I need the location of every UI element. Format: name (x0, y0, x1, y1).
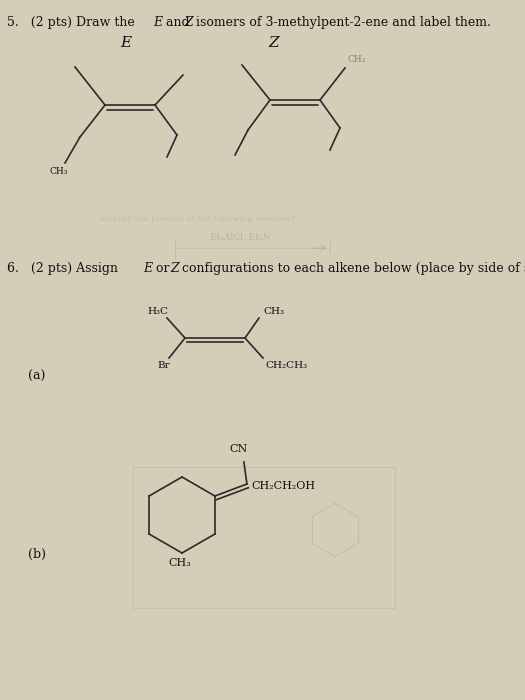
Text: Z: Z (268, 36, 279, 50)
Text: Et₂AlCl, Et₃N: Et₂AlCl, Et₃N (210, 233, 270, 242)
Text: isomers of 3-methylpent-2-ene and label them.: isomers of 3-methylpent-2-ene and label … (192, 16, 491, 29)
Text: CH₃: CH₃ (347, 55, 365, 64)
Text: Br: Br (157, 361, 170, 370)
Text: (b): (b) (28, 548, 46, 561)
Text: CH₂CH₂OH: CH₂CH₂OH (251, 481, 315, 491)
Text: CH₃: CH₃ (263, 307, 284, 316)
Text: 5.   (2 pts) Draw the: 5. (2 pts) Draw the (7, 16, 139, 29)
Text: (a): (a) (28, 370, 45, 383)
Text: configurations to each alkene below (place by side of structure).: configurations to each alkene below (pla… (178, 262, 525, 275)
Text: CH₃: CH₃ (169, 558, 192, 568)
Text: CH₃: CH₃ (50, 167, 68, 176)
Text: E: E (120, 36, 131, 50)
Text: H₃C: H₃C (147, 307, 168, 316)
Text: and: and (162, 16, 194, 29)
Text: E: E (143, 262, 152, 275)
Text: Z: Z (184, 16, 193, 29)
Text: or: or (152, 262, 173, 275)
Text: CH₂CH₃: CH₂CH₃ (265, 361, 307, 370)
Text: 6.   (2 pts) Assign: 6. (2 pts) Assign (7, 262, 122, 275)
Text: CN: CN (230, 444, 248, 454)
Text: identify the product of the following reaction?: identify the product of the following re… (100, 215, 295, 223)
Text: Z: Z (170, 262, 178, 275)
Text: C=C: C=C (197, 326, 222, 335)
Text: E: E (153, 16, 162, 29)
Bar (133, 467, 395, 608)
